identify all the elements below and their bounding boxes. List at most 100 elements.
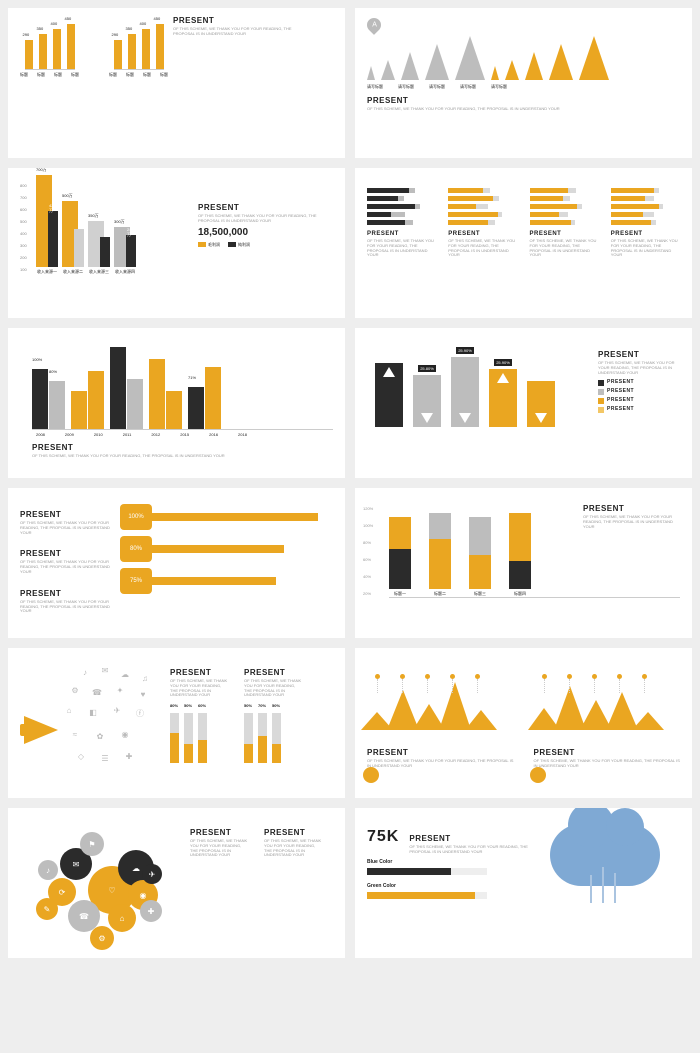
bar: 350 — [39, 34, 47, 69]
present-desc: OF THIS SCHEME, WE THANK YOU FOR YOUR RE… — [190, 839, 250, 858]
bar-group: 300万240万收入来源四 — [114, 227, 136, 275]
slide-11: ♡✉☁⟳◉☎⌂♪✈⚑✎✚⚙ PRESENT OF THIS SCHEME, WE… — [8, 808, 345, 958]
dot-icon — [592, 674, 597, 679]
bar-group: 350万收入来源三 — [88, 221, 110, 275]
cloud-icon — [550, 824, 660, 886]
arrow-bar: 25.90% — [489, 369, 517, 427]
y-tick: 100 — [20, 264, 27, 276]
legend-item: PRESENT — [598, 388, 678, 396]
present-title: PRESENT — [583, 504, 678, 513]
bar-pair: 71% — [188, 367, 221, 429]
present-title: PRESENT — [190, 828, 250, 837]
axis-label: 请写标题 — [398, 84, 414, 90]
stacked-bar — [509, 513, 531, 589]
bar: 290 — [114, 40, 122, 69]
stacked-bar — [469, 517, 491, 589]
kpi-number: 75K — [367, 828, 399, 846]
triangle-icon — [455, 36, 485, 80]
triangle-icon — [491, 66, 499, 80]
dot-icon — [642, 674, 647, 679]
percent-bar: 100% — [120, 510, 333, 524]
dot-icon — [542, 674, 547, 679]
arrow-bar: 25.90% — [451, 357, 479, 427]
year-label: 2008 — [36, 432, 45, 437]
mini-icon: ♫ — [140, 674, 150, 684]
y-tick: 700 — [20, 192, 27, 204]
bubble-icon: ⌂ — [108, 904, 136, 932]
mini-icon: ✚ — [124, 752, 134, 762]
peak-icon — [465, 710, 497, 730]
triangle-icon — [525, 52, 543, 80]
triangle-icon — [549, 44, 573, 80]
mini-icon: ≈ — [70, 730, 80, 740]
mini-icon: ✉ — [100, 666, 110, 676]
y-tick: 20% — [363, 585, 373, 602]
mini-icon: ✿ — [95, 732, 105, 742]
present-desc: OF THIS SCHEME, WE THANK YOU FOR YOUR RE… — [198, 214, 318, 224]
bar: 290 — [25, 40, 33, 69]
year-label: 2011 — [123, 432, 132, 437]
progress-bar — [367, 892, 487, 899]
y-tick: 100% — [363, 517, 373, 534]
year-label: 2018 — [238, 432, 247, 437]
s1-chart-b: 290350400450 标题标题标题标题 — [109, 20, 168, 78]
megaphone-icon — [24, 716, 58, 744]
year-label: 2010 — [94, 432, 103, 437]
bar: 400 — [53, 29, 61, 69]
year-label: 2009 — [65, 432, 74, 437]
slide-4: PRESENTOF THIS SCHEME, WE THANK YOU FOR … — [355, 168, 692, 318]
hbar-column: PRESENTOF THIS SCHEME, WE THANK YOU FOR … — [530, 188, 599, 258]
slide-7: PRESENTOF THIS SCHEME, WE THANK YOU FOR … — [8, 488, 345, 638]
axis-label: 标题 — [20, 72, 28, 78]
present-title: PRESENT — [367, 96, 680, 105]
bar-group: 700万420万收入来源一 — [36, 175, 58, 275]
year-label: 2015 — [180, 432, 189, 437]
dot-icon — [425, 674, 430, 679]
bar-pair — [110, 347, 143, 429]
axis-label: 请写标题 — [367, 84, 383, 90]
cloud-illustration — [530, 820, 680, 907]
bar: 400 — [142, 29, 150, 69]
y-tick: 400 — [20, 228, 27, 240]
present-block: PRESENTOF THIS SCHEME, WE THANK YOU FOR … — [20, 510, 120, 535]
slide-6: 25.80%25.90%25.90% PRESENT OF THIS SCHEM… — [355, 328, 692, 478]
slide-8: 120%100%80%60%40%20% 标题一标题二标题三标题四 PRESEN… — [355, 488, 692, 638]
present-title: PRESENT — [598, 350, 678, 359]
bubble-icon: ✚ — [140, 900, 162, 922]
circle-icon — [530, 767, 546, 783]
present-block: PRESENTOF THIS SCHEME, WE THANK YOU FOR … — [20, 589, 120, 614]
slide-2: A 请写标题请写标题请写标题请写标题请写标题 PRESENT OF THIS S… — [355, 8, 692, 158]
triangle-icon — [505, 60, 519, 80]
triangle-icon — [401, 52, 419, 80]
bubble-icon: ♪ — [38, 860, 58, 880]
legend-item: PRESENT — [598, 406, 678, 414]
dot-icon — [475, 674, 480, 679]
arrow-bar — [375, 363, 403, 427]
dot-icon — [400, 674, 405, 679]
slide-9: ♪✉☁♫⚙☎✦♥⌂◧✈ⓕ≈✿◉◇☰✚ PRESENTOF THIS SCHEME… — [8, 648, 345, 798]
mini-icon: ◉ — [120, 730, 130, 740]
present-desc: OF THIS SCHEME, WE THANK YOU FOR YOUR RE… — [367, 107, 680, 112]
axis-label: 标题 — [126, 72, 134, 78]
slide-5: 100%80%71% 20082009201020112012201520162… — [8, 328, 345, 478]
present-desc: OF THIS SCHEME, WE THANK YOU FOR YOUR RE… — [409, 845, 530, 855]
hbar-column: PRESENTOF THIS SCHEME, WE THANK YOU FOR … — [611, 188, 680, 258]
hbar-column: PRESENTOF THIS SCHEME, WE THANK YOU FOR … — [448, 188, 517, 258]
axis-label: 标题 — [160, 72, 168, 78]
bubble-icon: ✎ — [36, 898, 58, 920]
year-label: 2012 — [151, 432, 160, 437]
stacked-bar — [389, 517, 411, 589]
progress-bar — [367, 868, 487, 875]
bubble-cluster: ♡✉☁⟳◉☎⌂♪✈⚑✎✚⚙ — [20, 820, 190, 950]
present-desc: OF THIS SCHEME, WE THANK YOU FOR YOUR RE… — [367, 759, 514, 769]
bar-pair — [71, 371, 104, 429]
dot-icon — [375, 674, 380, 679]
s1-chart-a: 290350400450 标题标题标题标题 — [20, 20, 79, 78]
legend-item: 毛利润 — [198, 242, 220, 248]
axis-label: 标题 — [143, 72, 151, 78]
triangle-icon — [381, 60, 395, 80]
present-title: PRESENT — [264, 828, 324, 837]
slide-grid: 290350400450 标题标题标题标题 290350400450 标题标题标… — [8, 8, 692, 958]
triangle-icon — [579, 36, 609, 80]
bar: 350 — [128, 34, 136, 69]
